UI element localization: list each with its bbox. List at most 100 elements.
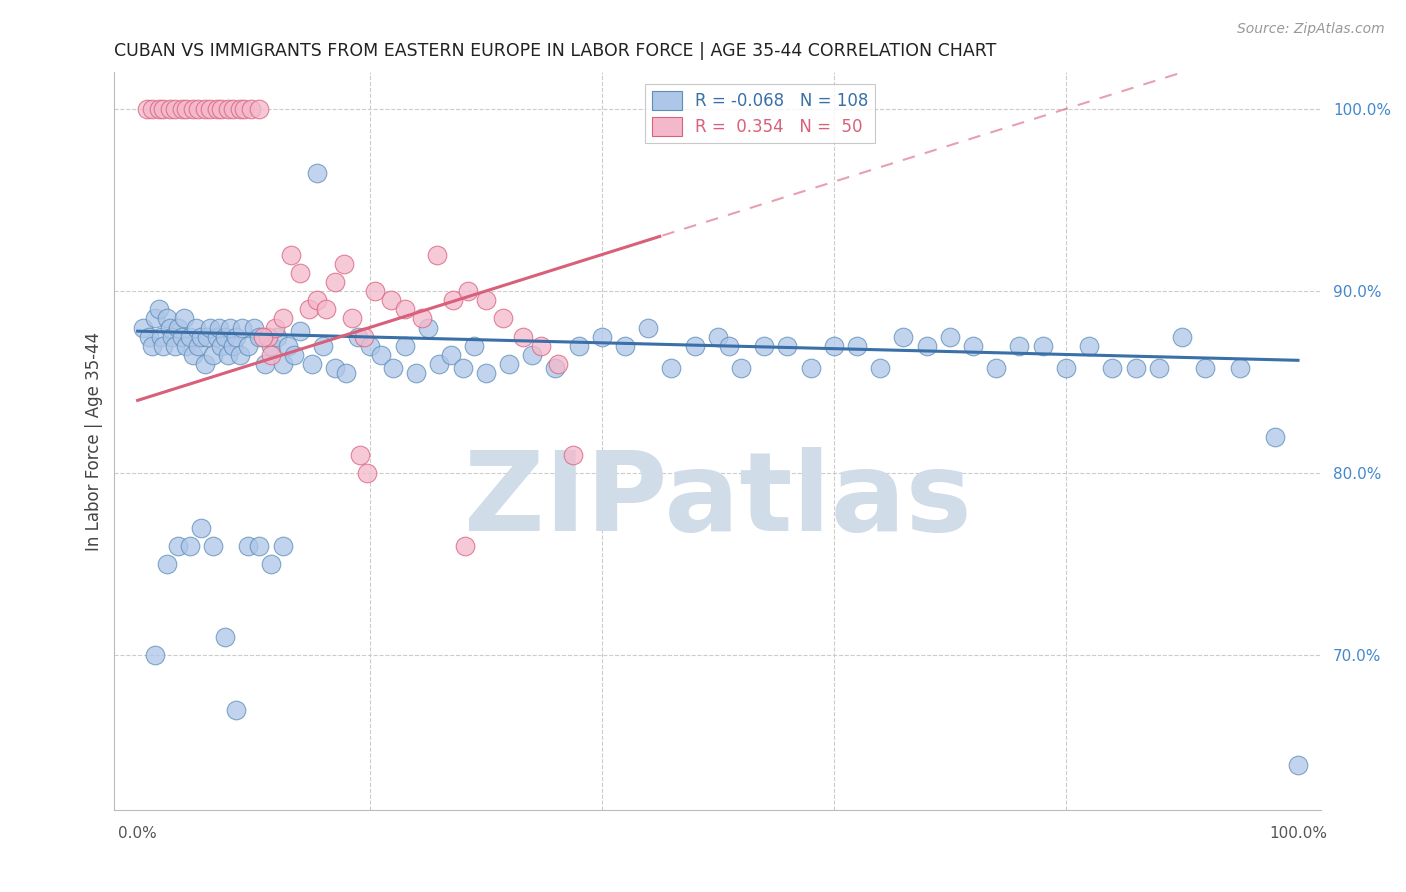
Point xyxy=(1054,360,1077,375)
Point xyxy=(184,320,207,334)
Point xyxy=(288,324,311,338)
Point xyxy=(661,360,683,375)
Point xyxy=(520,348,543,362)
Point xyxy=(846,339,869,353)
Point xyxy=(498,357,520,371)
Point xyxy=(637,320,659,334)
Point xyxy=(301,357,323,371)
Point xyxy=(800,360,823,375)
Point xyxy=(370,348,392,362)
Point xyxy=(614,339,637,353)
Point xyxy=(156,558,179,572)
Point xyxy=(474,366,496,380)
Point xyxy=(454,539,477,553)
Point xyxy=(307,293,329,308)
Point xyxy=(1171,329,1194,343)
Point xyxy=(427,357,450,371)
Point xyxy=(260,348,283,362)
Point xyxy=(380,293,402,308)
Point xyxy=(217,102,239,116)
Point xyxy=(271,311,294,326)
Point xyxy=(315,302,337,317)
Point xyxy=(718,339,741,353)
Point xyxy=(225,703,247,717)
Point xyxy=(143,311,166,326)
Point xyxy=(1125,360,1147,375)
Point xyxy=(1229,360,1251,375)
Y-axis label: In Labor Force | Age 35-44: In Labor Force | Age 35-44 xyxy=(86,332,103,551)
Point xyxy=(176,339,198,353)
Point xyxy=(869,360,891,375)
Point xyxy=(214,329,236,343)
Point xyxy=(512,329,534,343)
Text: Source: ZipAtlas.com: Source: ZipAtlas.com xyxy=(1237,22,1385,37)
Point xyxy=(209,339,232,353)
Point xyxy=(209,102,232,116)
Point xyxy=(307,166,329,180)
Point xyxy=(271,539,294,553)
Point xyxy=(426,247,449,261)
Point xyxy=(194,102,217,116)
Point xyxy=(190,329,212,343)
Point xyxy=(219,320,242,334)
Point xyxy=(356,467,378,481)
Point xyxy=(159,320,181,334)
Point xyxy=(198,102,221,116)
Point xyxy=(170,102,193,116)
Point xyxy=(394,339,416,353)
Point xyxy=(754,339,776,353)
Point xyxy=(159,102,181,116)
Point xyxy=(249,539,271,553)
Point xyxy=(707,329,730,343)
Point xyxy=(323,360,346,375)
Point xyxy=(152,102,174,116)
Point xyxy=(163,339,186,353)
Point xyxy=(441,293,464,308)
Point xyxy=(249,102,271,116)
Point xyxy=(163,102,186,116)
Point xyxy=(167,539,190,553)
Point xyxy=(1286,757,1309,772)
Point xyxy=(236,539,259,553)
Point xyxy=(254,357,277,371)
Point xyxy=(242,320,264,334)
Point xyxy=(229,102,252,116)
Point xyxy=(364,284,387,298)
Point xyxy=(312,339,335,353)
Point xyxy=(187,339,209,353)
Point xyxy=(198,320,221,334)
Point xyxy=(141,102,163,116)
Point xyxy=(561,448,583,462)
Point xyxy=(298,302,321,317)
Point xyxy=(1008,339,1031,353)
Point xyxy=(176,102,198,116)
Point xyxy=(202,539,225,553)
Point xyxy=(347,329,370,343)
Point xyxy=(208,320,231,334)
Point xyxy=(823,339,845,353)
Point xyxy=(280,247,302,261)
Point xyxy=(349,448,371,462)
Point xyxy=(229,348,252,362)
Point xyxy=(451,360,474,375)
Point xyxy=(138,329,160,343)
Point xyxy=(149,329,172,343)
Point xyxy=(231,320,253,334)
Point xyxy=(1194,360,1216,375)
Point xyxy=(492,311,515,326)
Point xyxy=(260,558,283,572)
Point xyxy=(962,339,984,353)
Point xyxy=(1032,339,1054,353)
Point xyxy=(474,293,496,308)
Point xyxy=(591,329,613,343)
Point xyxy=(156,311,179,326)
Point xyxy=(277,339,299,353)
Point xyxy=(567,339,589,353)
Point xyxy=(148,102,170,116)
Point xyxy=(405,366,427,380)
Point xyxy=(463,339,485,353)
Text: CUBAN VS IMMIGRANTS FROM EASTERN EUROPE IN LABOR FORCE | AGE 35-44 CORRELATION C: CUBAN VS IMMIGRANTS FROM EASTERN EUROPE … xyxy=(114,42,997,60)
Point xyxy=(217,348,239,362)
Point xyxy=(530,339,553,353)
Point xyxy=(256,329,278,343)
